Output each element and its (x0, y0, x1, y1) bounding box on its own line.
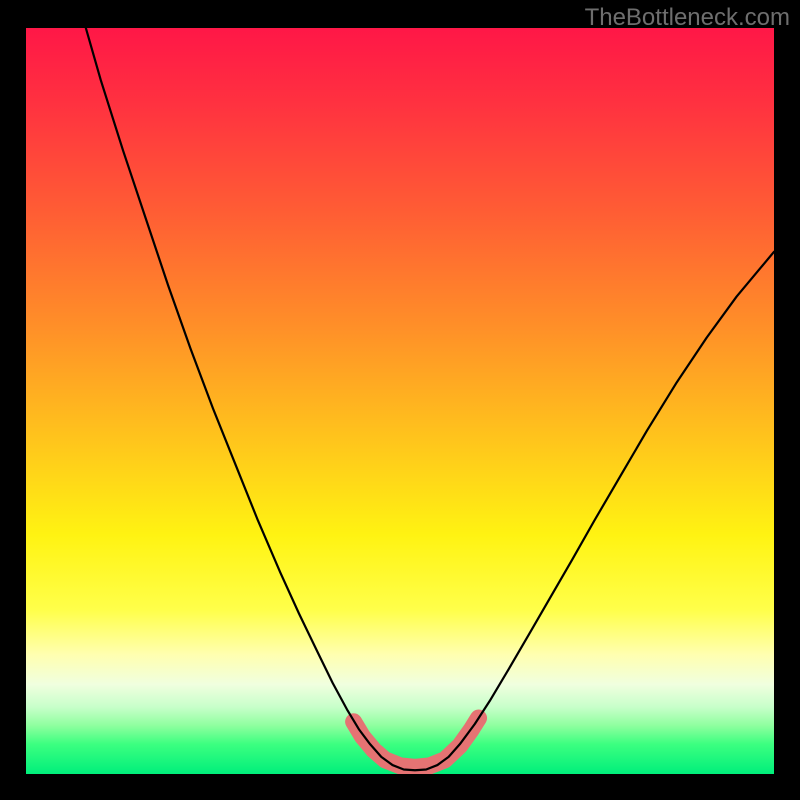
attribution-text: TheBottleneck.com (585, 4, 790, 32)
bottleneck-chart (26, 28, 774, 774)
gradient-background (26, 28, 774, 774)
figure-container: TheBottleneck.com (0, 0, 800, 800)
